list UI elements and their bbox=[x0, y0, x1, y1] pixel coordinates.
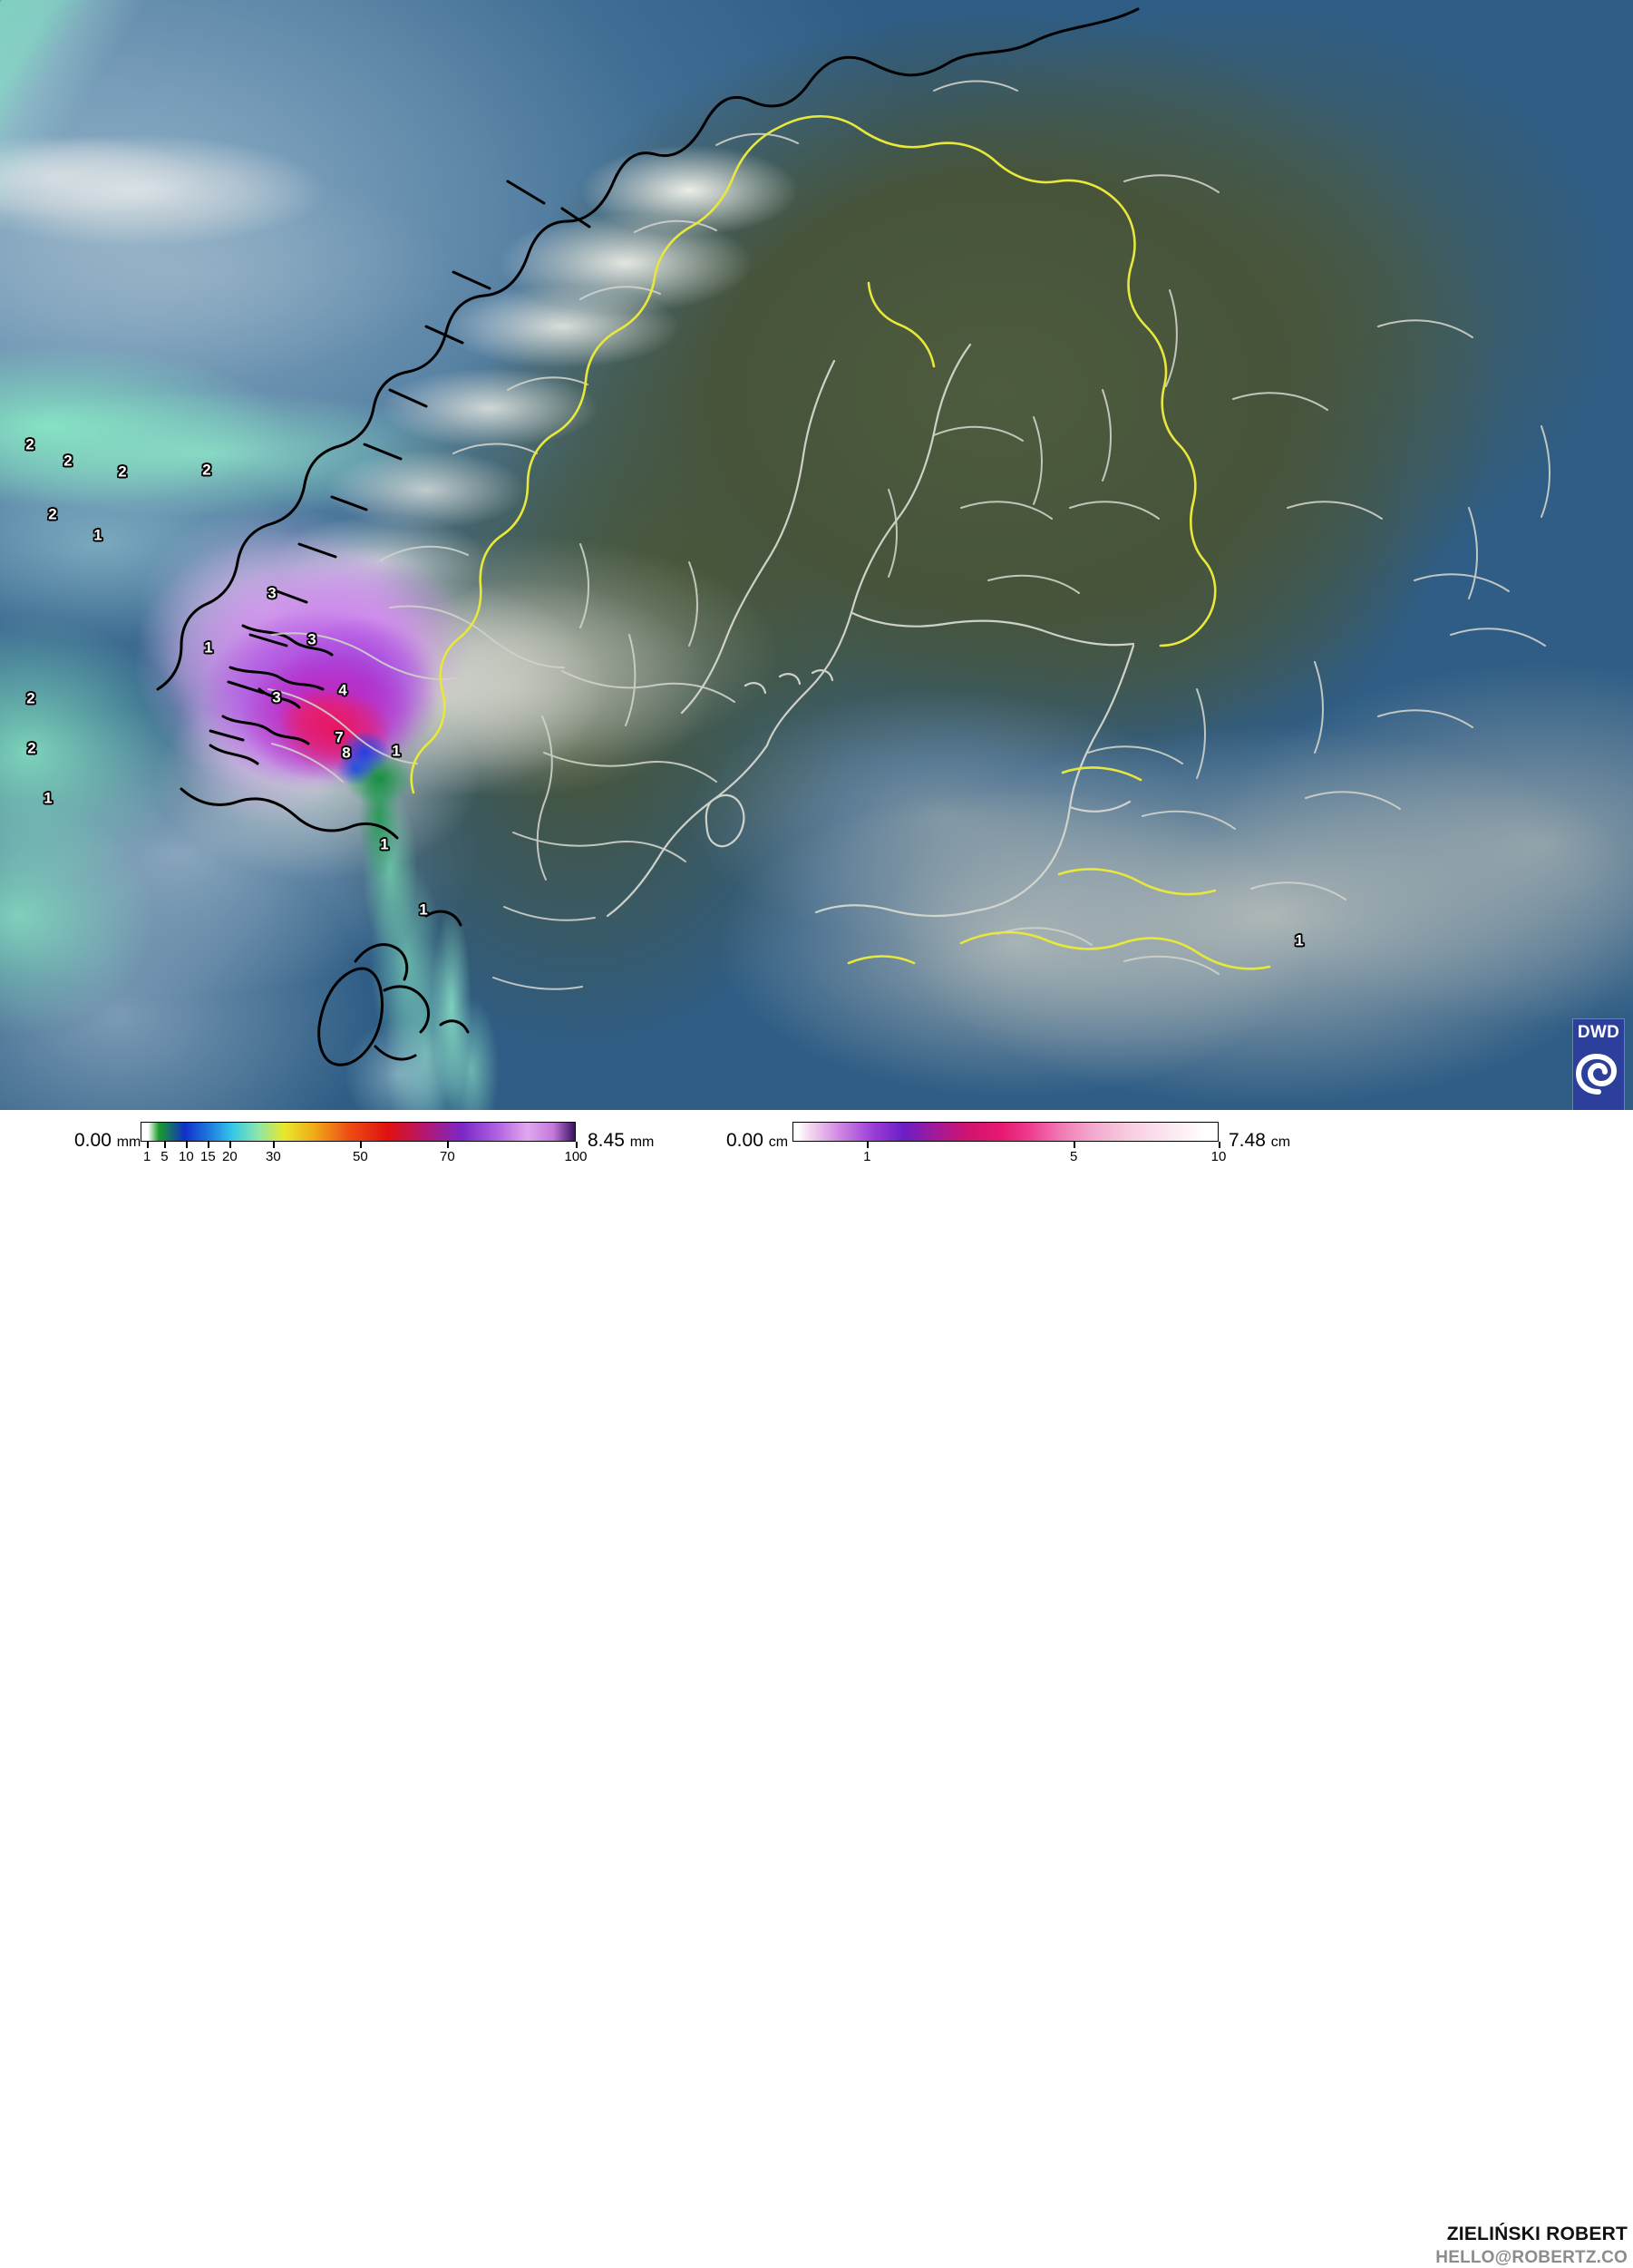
colorbar-tick bbox=[447, 1142, 449, 1148]
rain-legend-min-value: 0.00 bbox=[74, 1130, 112, 1151]
rain-legend-max: 8.45 mm bbox=[588, 1130, 654, 1152]
colorbar-tick-label: 5 bbox=[160, 1149, 169, 1164]
colorbar-tick-label: 100 bbox=[564, 1149, 588, 1164]
precipitation-denmark-layer bbox=[0, 0, 1633, 1110]
rain-legend-max-unit: mm bbox=[629, 1134, 655, 1150]
colorbar-tick-label: 1 bbox=[143, 1149, 151, 1164]
colorbar-tick-label: 50 bbox=[353, 1149, 368, 1164]
colorbar-tick bbox=[147, 1142, 149, 1148]
colorbar-tick-label: 20 bbox=[222, 1149, 238, 1164]
colorbar-tick-label: 10 bbox=[179, 1149, 194, 1164]
legend-bar: 0.00 mm 1 5 10 15 20 30 50 70 100 8.45 mm 0.00 c… bbox=[0, 1110, 1633, 2267]
colorbar-tick bbox=[867, 1142, 869, 1148]
colorbar-tick bbox=[1074, 1142, 1075, 1148]
colorbar-tick-label: 70 bbox=[440, 1149, 455, 1164]
colorbar-tick bbox=[208, 1142, 209, 1148]
rain-legend-min-unit: mm bbox=[116, 1134, 141, 1150]
colorbar-tick-label: 30 bbox=[266, 1149, 281, 1164]
colorbar-tick bbox=[186, 1142, 188, 1148]
colorbar-tick-label: 15 bbox=[200, 1149, 216, 1164]
snow-legend: 0.00 cm 1 5 10 7.48 cm bbox=[707, 1110, 1290, 1167]
credit-author-name: ZIELIŃSKI ROBERT bbox=[1446, 2224, 1628, 2244]
dwd-logo: DWD bbox=[1573, 1019, 1624, 1110]
credit-block: ZIELIŃSKI ROBERT HELLO@ROBERTZ.CO bbox=[1435, 2224, 1628, 2268]
rain-legend: 0.00 mm 1 5 10 15 20 30 50 70 100 8.45 mm bbox=[0, 1110, 707, 1167]
snow-legend-max-unit: cm bbox=[1270, 1134, 1291, 1150]
colorbar-tick bbox=[576, 1142, 578, 1148]
colorbar-tick bbox=[273, 1142, 275, 1148]
snow-legend-min: 0.00 cm bbox=[726, 1130, 788, 1152]
colorbar-tick-label: 1 bbox=[863, 1149, 871, 1164]
colorbar-tick-label: 5 bbox=[1070, 1149, 1078, 1164]
colorbar-tick-label: 10 bbox=[1210, 1149, 1227, 1164]
rain-legend-max-value: 8.45 bbox=[588, 1130, 625, 1151]
dwd-logo-text: DWD bbox=[1577, 1023, 1620, 1042]
snow-legend-min-value: 0.00 bbox=[726, 1130, 763, 1151]
dwd-spiral-icon bbox=[1575, 1053, 1618, 1095]
borders-overlay bbox=[0, 0, 1633, 1110]
snow-legend-max: 7.48 cm bbox=[1229, 1130, 1290, 1152]
colorbar-tick bbox=[360, 1142, 362, 1148]
snow-legend-min-unit: cm bbox=[768, 1134, 789, 1150]
snow-color-bar[interactable] bbox=[792, 1122, 1219, 1142]
colorbar-tick bbox=[229, 1142, 231, 1148]
rain-color-bar[interactable] bbox=[141, 1122, 576, 1142]
colorbar-tick bbox=[1219, 1142, 1220, 1148]
snow-legend-max-value: 7.48 bbox=[1229, 1130, 1266, 1151]
colorbar-tick bbox=[164, 1142, 166, 1148]
credit-email: HELLO@ROBERTZ.CO bbox=[1435, 2248, 1628, 2267]
rain-legend-min: 0.00 mm bbox=[74, 1130, 141, 1152]
